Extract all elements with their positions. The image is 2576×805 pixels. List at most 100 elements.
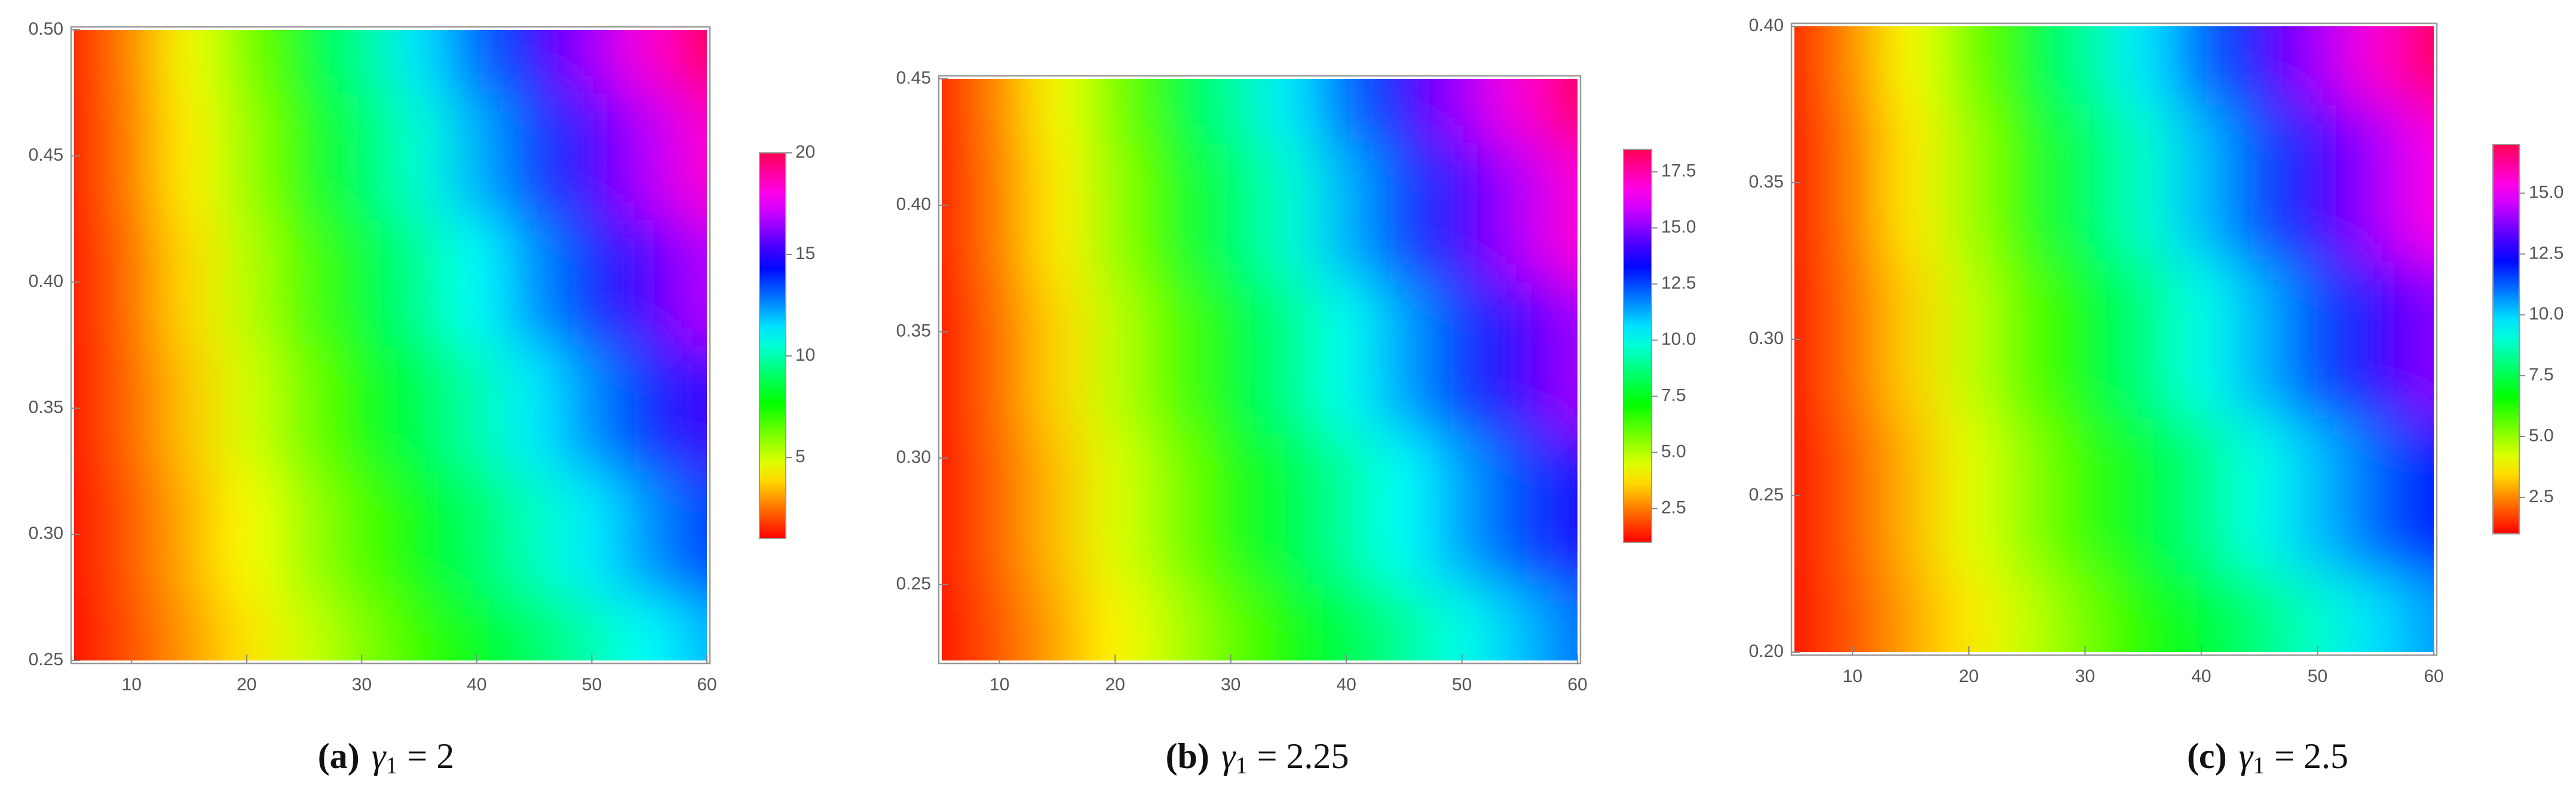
x-tick-label: 50 (1452, 675, 1472, 695)
y-tick-label: 0.45 (896, 68, 931, 88)
colorbar-tick-label: 12.5 (2529, 243, 2563, 263)
heatmap-cell (970, 142, 1030, 282)
heatmap-area (1794, 26, 2434, 652)
heatmap-cell (620, 597, 679, 660)
x-tick-label: 20 (1959, 666, 1978, 686)
x-tick-label: 10 (122, 675, 142, 695)
heatmap-cell (678, 471, 707, 598)
colorbar-tick-label: 7.5 (2529, 365, 2554, 385)
heatmap-cell (1998, 417, 2057, 574)
heatmap-cell (390, 30, 449, 94)
caption-label: (a) (318, 736, 360, 776)
heatmap-cell (448, 345, 507, 472)
x-tick-label: 10 (1843, 666, 1863, 686)
heatmap-cell (103, 93, 161, 220)
heatmap-cell (506, 597, 564, 660)
heatmap-cell (678, 597, 707, 660)
colorbar (759, 152, 786, 539)
heatmap-cell (1086, 281, 1145, 434)
colorbar-tick-label: 15.0 (1661, 217, 1696, 237)
heatmap-cell (2056, 574, 2115, 652)
heatmap-area (74, 30, 707, 660)
heatmap-cells (942, 79, 1578, 660)
heatmap-cell (1086, 584, 1145, 660)
heatmap-cell (1260, 584, 1318, 660)
heatmap-cell (1260, 432, 1318, 585)
heatmap-cell (1794, 26, 1824, 105)
heatmap-cell (160, 219, 219, 346)
heatmap-cell (2288, 574, 2348, 652)
heatmap-cell (448, 471, 507, 598)
colorbar-tick-label: 10.0 (1661, 330, 1696, 349)
heatmap-cell (678, 30, 707, 94)
heatmap-cell (1375, 281, 1434, 434)
y-tick-label: 0.45 (29, 145, 63, 165)
heatmap-cell (275, 30, 334, 94)
heatmap-cell (1881, 26, 1941, 105)
caption-value: = 2.5 (2274, 736, 2348, 776)
y-tick-label: 0.25 (896, 574, 931, 594)
heatmap-cell (333, 471, 391, 598)
heatmap-cell (2172, 261, 2231, 418)
heatmap-cell (103, 30, 161, 94)
colorbar-tick-label: 15 (795, 244, 815, 263)
colorbar-tick-label: 5.0 (1661, 442, 1686, 462)
heatmap-cell (620, 219, 679, 346)
x-tick-label: 30 (1221, 675, 1240, 695)
heatmap-cell (1940, 26, 1999, 105)
heatmap-cell (2405, 105, 2434, 262)
heatmap-cell (1202, 584, 1260, 660)
colorbar-tick-label: 2.5 (1661, 498, 1686, 518)
heatmap-cell (333, 30, 391, 94)
heatmap-cell (1144, 142, 1203, 282)
caption-value: = 2.25 (1257, 736, 1349, 776)
heatmap-cell (1433, 79, 1491, 143)
heatmap-cell (1144, 584, 1203, 660)
x-tick-label: 10 (990, 675, 1009, 695)
heatmap-cell (1490, 142, 1549, 282)
heatmap-cell (563, 597, 621, 660)
heatmap-cell (1490, 432, 1549, 585)
heatmap-cell (2288, 26, 2348, 105)
caption-label: (b) (1166, 736, 1209, 776)
caption-subscript: 1 (2253, 752, 2265, 779)
heatmap-cell (2230, 417, 2289, 574)
y-tick-label: 0.50 (29, 19, 63, 39)
heatmap-cell (390, 93, 449, 220)
x-tick-label: 20 (237, 675, 256, 695)
heatmap-cell (1086, 142, 1145, 282)
heatmap-cell (2056, 105, 2115, 262)
heatmap-cell (160, 597, 219, 660)
heatmap-cell (448, 219, 507, 346)
y-tick-label: 0.35 (29, 398, 63, 417)
heatmap-cell (2405, 261, 2434, 418)
heatmap-cell (1028, 432, 1087, 585)
heatmap-cell (1998, 105, 2057, 262)
heatmap-cell (1823, 26, 1882, 105)
heatmap-cell (506, 30, 564, 94)
caption-value: = 2 (407, 736, 454, 776)
heatmap-cell (1375, 432, 1434, 585)
panel: 10 20 30 40 50 60 0.25 0.30 0.35 0.40 0.45 0.50 5 10 1… (29, 19, 816, 779)
heatmap-cell (1086, 79, 1145, 143)
caption: (c) γ1 = 2.5 (2187, 736, 2348, 779)
heatmap-cell (333, 345, 391, 472)
heatmap-cell (678, 219, 707, 346)
heatmap-cell (275, 93, 334, 220)
heatmap-cell (1490, 79, 1549, 143)
heatmap-cell (970, 432, 1030, 585)
heatmap-cell (678, 93, 707, 220)
caption-variable: γ (372, 736, 387, 776)
heatmap-cell (620, 93, 679, 220)
colorbar (2492, 144, 2520, 534)
heatmap-cell (218, 30, 276, 94)
heatmap-cell (333, 219, 391, 346)
heatmap-cell (390, 597, 449, 660)
x-tick-label: 40 (1336, 675, 1356, 695)
heatmap-cell (160, 471, 219, 598)
heatmap-cell (942, 281, 972, 434)
heatmap-cell (942, 584, 972, 660)
caption-subscript: 1 (1236, 752, 1248, 779)
x-tick-label: 50 (2308, 666, 2327, 686)
heatmap-cell (620, 345, 679, 472)
